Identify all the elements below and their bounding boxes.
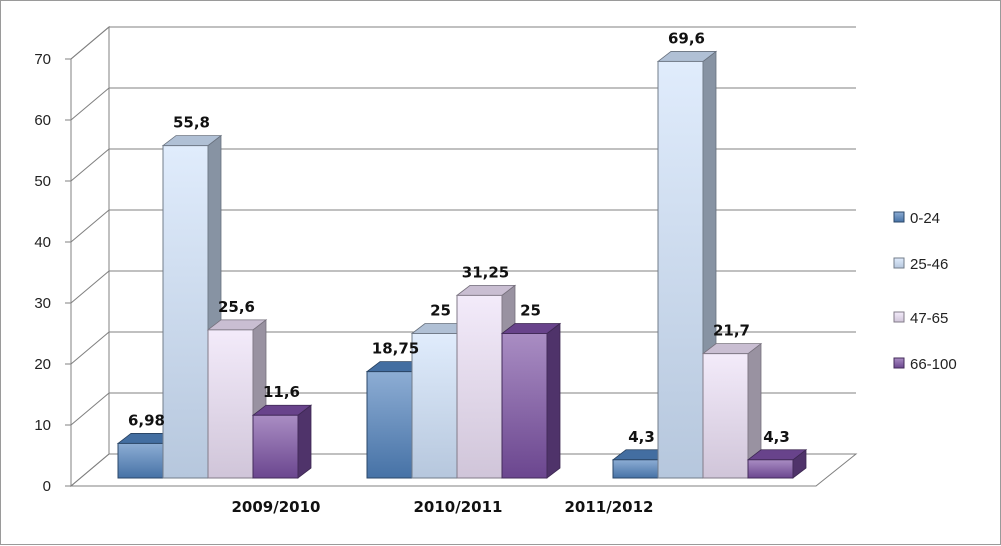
- x-tick-label: 2009/2010: [232, 498, 321, 516]
- y-tick-label: 70: [34, 51, 51, 68]
- y-tick-label: 40: [34, 234, 51, 251]
- legend-swatch: [893, 257, 905, 269]
- data-label: 31,25: [462, 263, 509, 281]
- bar-front: [366, 371, 413, 479]
- data-label: 4,3: [628, 428, 655, 446]
- data-label: 25: [430, 302, 451, 320]
- gridline-slant: [70, 209, 110, 243]
- data-label: 4,3: [763, 428, 790, 446]
- legend-swatch: [893, 357, 905, 369]
- bar: [746, 448, 808, 479]
- bar-front: [501, 333, 548, 479]
- bars: [116, 50, 808, 479]
- bar-front: [117, 442, 164, 479]
- legend-label: 25-46: [910, 256, 948, 273]
- x-axis-labels: 2009/2010 2010/2011 2011/2012: [232, 498, 654, 516]
- legend-swatch: [893, 311, 905, 323]
- legend-label: 66-100: [910, 356, 957, 373]
- legend-label: 0-24: [910, 210, 940, 227]
- gridline-slant: [70, 148, 110, 182]
- y-tick-label: 50: [34, 173, 51, 190]
- bar: [701, 342, 763, 479]
- data-label: 55,8: [173, 114, 210, 132]
- gridline-slant: [70, 270, 110, 304]
- floor: [69, 453, 858, 487]
- data-label: 18,75: [372, 340, 419, 358]
- legend-item: 66-100: [893, 356, 957, 373]
- bar-front: [702, 353, 749, 479]
- data-label: 69,6: [668, 29, 705, 47]
- data-label: 25,6: [218, 298, 255, 316]
- y-tick-label: 60: [34, 112, 51, 129]
- x-tick-label: 2011/2012: [565, 498, 654, 516]
- gridline-slant: [70, 331, 110, 365]
- bar-side: [297, 404, 312, 479]
- bar-side: [546, 322, 561, 479]
- y-tick-label: 10: [34, 417, 51, 434]
- bar: [251, 404, 313, 479]
- bar-front: [612, 459, 659, 479]
- legend-item: 25-46: [893, 256, 948, 273]
- data-label: 21,7: [713, 322, 750, 340]
- legend-item: 0-24: [893, 210, 940, 227]
- y-tick-label: 20: [34, 356, 51, 373]
- data-label: 25: [520, 302, 541, 320]
- bar-front: [207, 329, 254, 479]
- bar-front: [657, 60, 704, 479]
- left-wall: [70, 25, 110, 488]
- legend: 0-24 25-46 47-65 66-100: [893, 210, 957, 373]
- gridline-slant: [70, 26, 110, 60]
- y-tick-label: 30: [34, 295, 51, 312]
- bar-front: [411, 333, 458, 479]
- y-axis-ticks: 0 10 20 30 40 50 60 70: [34, 51, 72, 495]
- data-labels: 6,98 55,8 25,6 11,6 18,75 25 31,25 25 4,3 69,6 21,…: [128, 29, 790, 445]
- gridline-slant: [70, 392, 110, 426]
- legend-label: 47-65: [910, 310, 948, 327]
- gridline-slant: [70, 87, 110, 121]
- legend-item: 47-65: [893, 310, 948, 327]
- data-label: 6,98: [128, 411, 165, 429]
- x-tick-label: 2010/2011: [414, 498, 503, 516]
- bar: [500, 322, 562, 479]
- bar-front: [162, 145, 209, 479]
- bar-front: [747, 459, 794, 479]
- bar-front: [252, 414, 299, 479]
- data-label: 11,6: [263, 383, 300, 401]
- y-tick-label: 0: [43, 478, 51, 495]
- legend-swatch: [893, 211, 905, 223]
- bar-front: [456, 294, 503, 479]
